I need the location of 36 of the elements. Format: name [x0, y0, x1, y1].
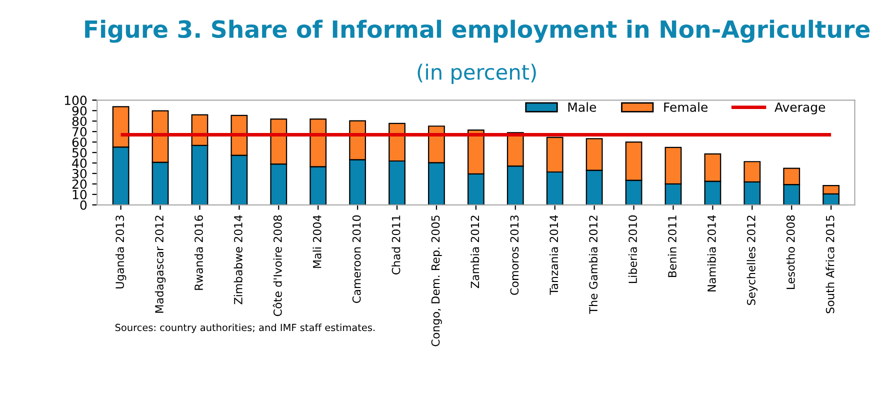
y-tick-label: 50: [72, 148, 87, 158]
x-tick-label: Côte d'Ivoire 2008: [272, 215, 282, 316]
x-tick-label: Cameroon 2010: [352, 215, 361, 303]
x-tick-label: Tanzania 2014: [549, 215, 558, 295]
x-tick-label: Rwanda 2016: [194, 215, 203, 290]
y-tick-label: 20: [72, 179, 87, 189]
legend-label: Average: [774, 102, 826, 114]
y-tick-label: 60: [72, 138, 87, 147]
y-tick-label: 90: [72, 106, 87, 116]
y-tick-label: 70: [72, 127, 87, 136]
y-tick-label: 40: [72, 158, 87, 168]
x-tick-label: Lesotho 2008: [786, 215, 795, 289]
x-tick-label: Congo, Dem. Rep. 2005: [431, 216, 442, 346]
x-tick-label: Uganda 2013: [115, 216, 126, 288]
chart-subtitle: (in percent): [418, 64, 536, 84]
x-tick-label: Zimbabwe 2014: [234, 215, 242, 304]
x-tick-label: Seychelles 2012: [746, 216, 758, 305]
x-tick-label: Zambia 2012: [470, 216, 480, 288]
y-tick-label: 80: [72, 116, 87, 126]
x-tick-label: Mali 2004: [312, 215, 322, 268]
chart-title: Figure 3. Share of Informal employment in Non-Agriculture: [85, 20, 870, 43]
x-tick-label: Chad 2011: [392, 216, 400, 274]
x-tick-label: South Africa 2015: [826, 216, 834, 314]
y-tick-label: 100: [64, 96, 87, 106]
legend-label: Male: [568, 102, 596, 112]
legend-label: Female: [664, 102, 708, 112]
x-tick-label: Comoros 2013: [510, 216, 519, 295]
x-tick-label: Namibia 2014: [707, 215, 716, 292]
y-tick-label: 0: [80, 200, 87, 210]
x-tick-label: Madagascar 2012: [154, 216, 166, 313]
y-tick-label: 10: [72, 190, 87, 200]
y-tick-label: 30: [72, 168, 87, 178]
source-note: Sources: country authorities; and IMF staff estimates.: [115, 324, 375, 334]
x-tick-label: The Gambia 2012: [588, 216, 598, 314]
x-tick-label: Benin 2011: [668, 216, 676, 277]
x-tick-label: Liberia 2010: [628, 215, 637, 283]
